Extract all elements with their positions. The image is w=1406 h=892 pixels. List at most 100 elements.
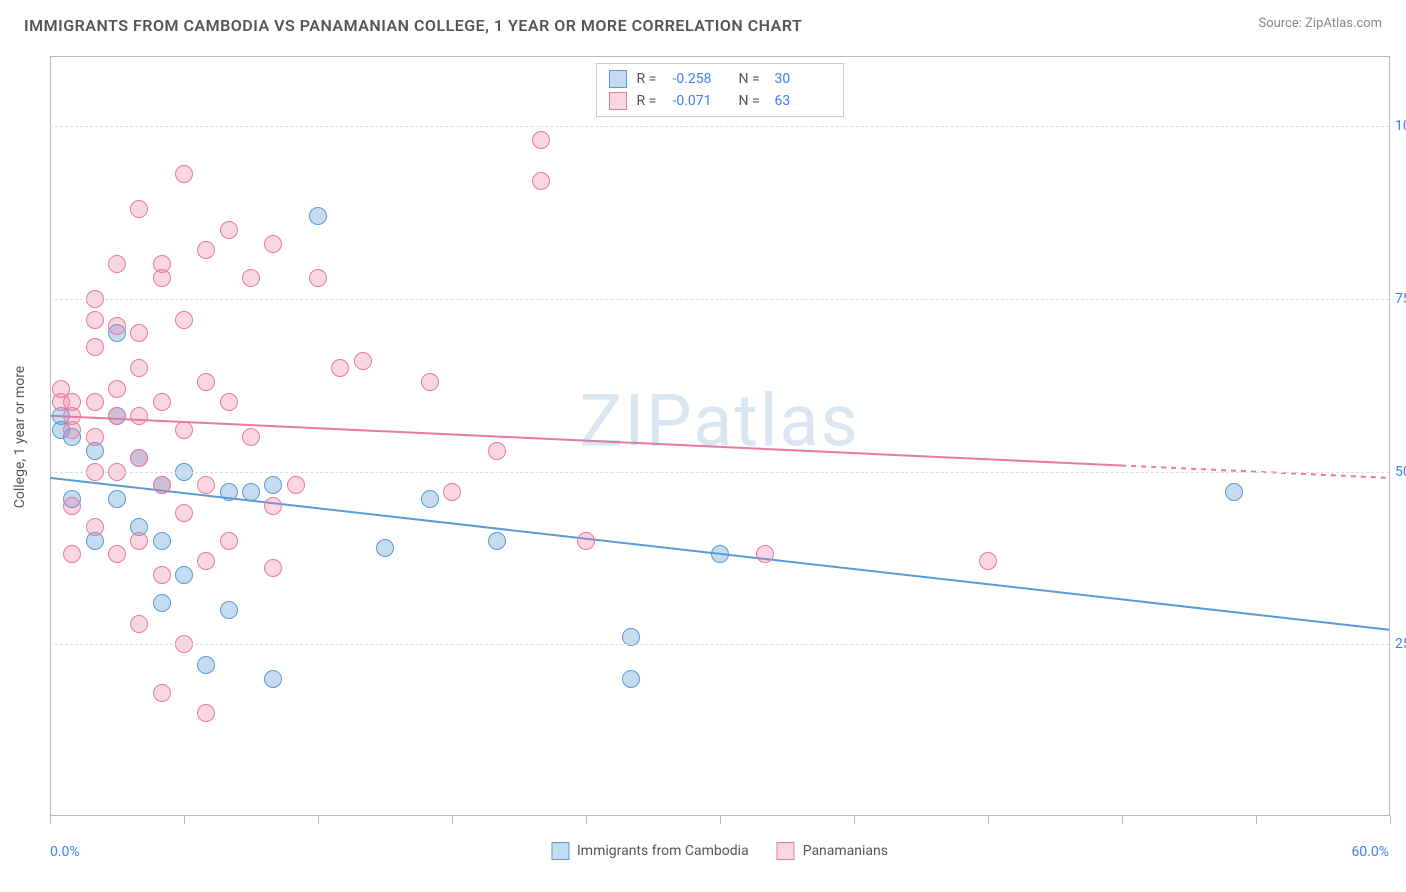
x-tick xyxy=(318,816,319,824)
data-point-panamanians xyxy=(130,407,148,425)
data-point-panamanians xyxy=(108,545,126,563)
data-point-panamanians xyxy=(197,373,215,391)
x-tick xyxy=(50,816,51,824)
data-point-cambodia xyxy=(488,532,506,550)
data-point-panamanians xyxy=(63,497,81,515)
data-point-cambodia xyxy=(264,476,282,494)
gridline xyxy=(50,472,1389,473)
data-point-panamanians xyxy=(175,421,193,439)
data-point-panamanians xyxy=(130,324,148,342)
data-point-cambodia xyxy=(264,670,282,688)
data-point-panamanians xyxy=(488,442,506,460)
data-point-panamanians xyxy=(130,449,148,467)
legend-r-label: R = xyxy=(637,90,663,112)
gridline xyxy=(50,299,1389,300)
data-point-panamanians xyxy=(153,255,171,273)
legend-swatch xyxy=(551,842,569,860)
data-point-panamanians xyxy=(130,532,148,550)
series-legend: Immigrants from Cambodia Panamanians xyxy=(551,842,888,860)
data-point-panamanians xyxy=(86,428,104,446)
legend-n-label: N = xyxy=(739,90,765,112)
legend-item: Immigrants from Cambodia xyxy=(551,842,749,860)
plot-area xyxy=(50,57,1389,816)
legend-r-label: R = xyxy=(637,68,663,90)
legend-swatch xyxy=(609,92,627,110)
data-point-panamanians xyxy=(130,200,148,218)
data-point-panamanians xyxy=(153,566,171,584)
data-point-panamanians xyxy=(197,704,215,722)
data-point-panamanians xyxy=(63,421,81,439)
legend-r-value: -0.258 xyxy=(673,68,729,90)
gridline xyxy=(50,126,1389,127)
data-point-cambodia xyxy=(711,545,729,563)
data-point-panamanians xyxy=(108,407,126,425)
data-point-panamanians xyxy=(331,359,349,377)
x-tick xyxy=(1256,816,1257,824)
data-point-panamanians xyxy=(175,504,193,522)
data-point-cambodia xyxy=(220,483,238,501)
y-axis-label: College, 1 year or more xyxy=(12,365,28,507)
data-point-panamanians xyxy=(108,380,126,398)
x-tick xyxy=(988,816,989,824)
data-point-panamanians xyxy=(264,497,282,515)
legend-label: Immigrants from Cambodia xyxy=(577,843,749,859)
data-point-panamanians xyxy=(287,476,305,494)
legend-label: Panamanians xyxy=(803,843,888,859)
x-tick xyxy=(1122,816,1123,824)
data-point-cambodia xyxy=(421,490,439,508)
data-point-panamanians xyxy=(220,532,238,550)
data-point-panamanians xyxy=(130,359,148,377)
data-point-panamanians xyxy=(242,428,260,446)
data-point-panamanians xyxy=(86,518,104,536)
data-point-panamanians xyxy=(220,393,238,411)
chart-header: IMMIGRANTS FROM CAMBODIA VS PANAMANIAN C… xyxy=(0,0,1406,43)
data-point-cambodia xyxy=(309,207,327,225)
x-tick xyxy=(586,816,587,824)
data-point-panamanians xyxy=(264,559,282,577)
correlation-legend: R =-0.258N =30R =-0.071N =63 xyxy=(596,63,844,117)
y-tick-label: 75.0% xyxy=(1395,291,1406,307)
data-point-panamanians xyxy=(242,269,260,287)
y-tick-label: 100.0% xyxy=(1395,118,1406,134)
data-point-panamanians xyxy=(532,172,550,190)
legend-swatch xyxy=(609,70,627,88)
y-tick-label: 25.0% xyxy=(1395,636,1406,652)
data-point-panamanians xyxy=(175,165,193,183)
x-tick xyxy=(854,816,855,824)
chart-title: IMMIGRANTS FROM CAMBODIA VS PANAMANIAN C… xyxy=(24,16,802,35)
x-max-label: 60.0% xyxy=(1351,844,1389,860)
data-point-panamanians xyxy=(108,255,126,273)
data-point-panamanians xyxy=(153,476,171,494)
data-point-cambodia xyxy=(1225,483,1243,501)
y-tick-label: 50.0% xyxy=(1395,464,1406,480)
x-tick xyxy=(1390,816,1391,824)
data-point-panamanians xyxy=(532,131,550,149)
data-point-cambodia xyxy=(622,670,640,688)
chart-area: College, 1 year or more ZIPatlas R =-0.2… xyxy=(50,56,1390,816)
data-point-cambodia xyxy=(376,539,394,557)
legend-row-panamanians: R = -0.071 N = 63 xyxy=(609,90,831,112)
data-point-panamanians xyxy=(354,352,372,370)
x-tick xyxy=(720,816,721,824)
data-point-cambodia xyxy=(108,490,126,508)
data-point-panamanians xyxy=(309,269,327,287)
x-tick xyxy=(184,816,185,824)
data-point-panamanians xyxy=(979,552,997,570)
data-point-cambodia xyxy=(153,532,171,550)
data-point-panamanians xyxy=(153,684,171,702)
data-point-panamanians xyxy=(264,235,282,253)
data-point-panamanians xyxy=(108,317,126,335)
data-point-panamanians xyxy=(63,545,81,563)
data-point-panamanians xyxy=(197,241,215,259)
legend-row-cambodia: R =-0.258N =30 xyxy=(609,68,831,90)
chart-source: Source: ZipAtlas.com xyxy=(1258,16,1382,31)
data-point-panamanians xyxy=(421,373,439,391)
data-point-cambodia xyxy=(242,483,260,501)
data-point-cambodia xyxy=(220,601,238,619)
data-point-panamanians xyxy=(756,545,774,563)
legend-n-value: 63 xyxy=(775,90,831,112)
data-point-panamanians xyxy=(86,393,104,411)
data-point-panamanians xyxy=(175,311,193,329)
legend-r-value: -0.071 xyxy=(673,90,729,112)
legend-item: Panamanians xyxy=(777,842,888,860)
